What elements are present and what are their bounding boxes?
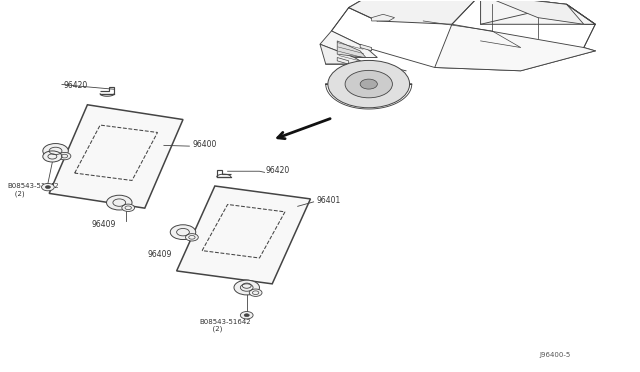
Circle shape <box>170 225 196 240</box>
Polygon shape <box>389 0 595 24</box>
Polygon shape <box>360 44 372 51</box>
Circle shape <box>241 311 253 319</box>
Circle shape <box>249 289 262 296</box>
Text: B08543-51642
      (2): B08543-51642 (2) <box>199 319 250 332</box>
Circle shape <box>106 195 132 210</box>
Circle shape <box>42 183 54 191</box>
Polygon shape <box>320 31 378 58</box>
Text: 96401: 96401 <box>317 196 341 205</box>
Polygon shape <box>435 24 595 71</box>
Polygon shape <box>372 14 394 21</box>
Circle shape <box>186 234 198 241</box>
Text: J96400-5: J96400-5 <box>540 352 571 357</box>
Circle shape <box>345 70 392 98</box>
Polygon shape <box>320 44 366 64</box>
Text: B08543-51642
   (2): B08543-51642 (2) <box>8 183 60 197</box>
Circle shape <box>328 60 410 108</box>
Text: 96420: 96420 <box>64 81 88 90</box>
Polygon shape <box>49 105 183 208</box>
Circle shape <box>360 79 378 89</box>
Text: 96409: 96409 <box>92 220 116 230</box>
Text: 96420: 96420 <box>266 166 290 175</box>
Polygon shape <box>349 0 481 24</box>
Polygon shape <box>177 186 310 284</box>
Circle shape <box>43 144 68 158</box>
Text: 96400: 96400 <box>193 140 217 149</box>
Circle shape <box>43 151 62 162</box>
Polygon shape <box>481 0 584 24</box>
Circle shape <box>58 153 71 160</box>
Circle shape <box>234 280 259 295</box>
Polygon shape <box>337 58 349 64</box>
Text: 96409: 96409 <box>148 250 172 259</box>
Circle shape <box>237 280 256 291</box>
Circle shape <box>45 186 51 189</box>
Polygon shape <box>337 41 366 58</box>
Circle shape <box>122 204 134 211</box>
Circle shape <box>244 314 249 317</box>
